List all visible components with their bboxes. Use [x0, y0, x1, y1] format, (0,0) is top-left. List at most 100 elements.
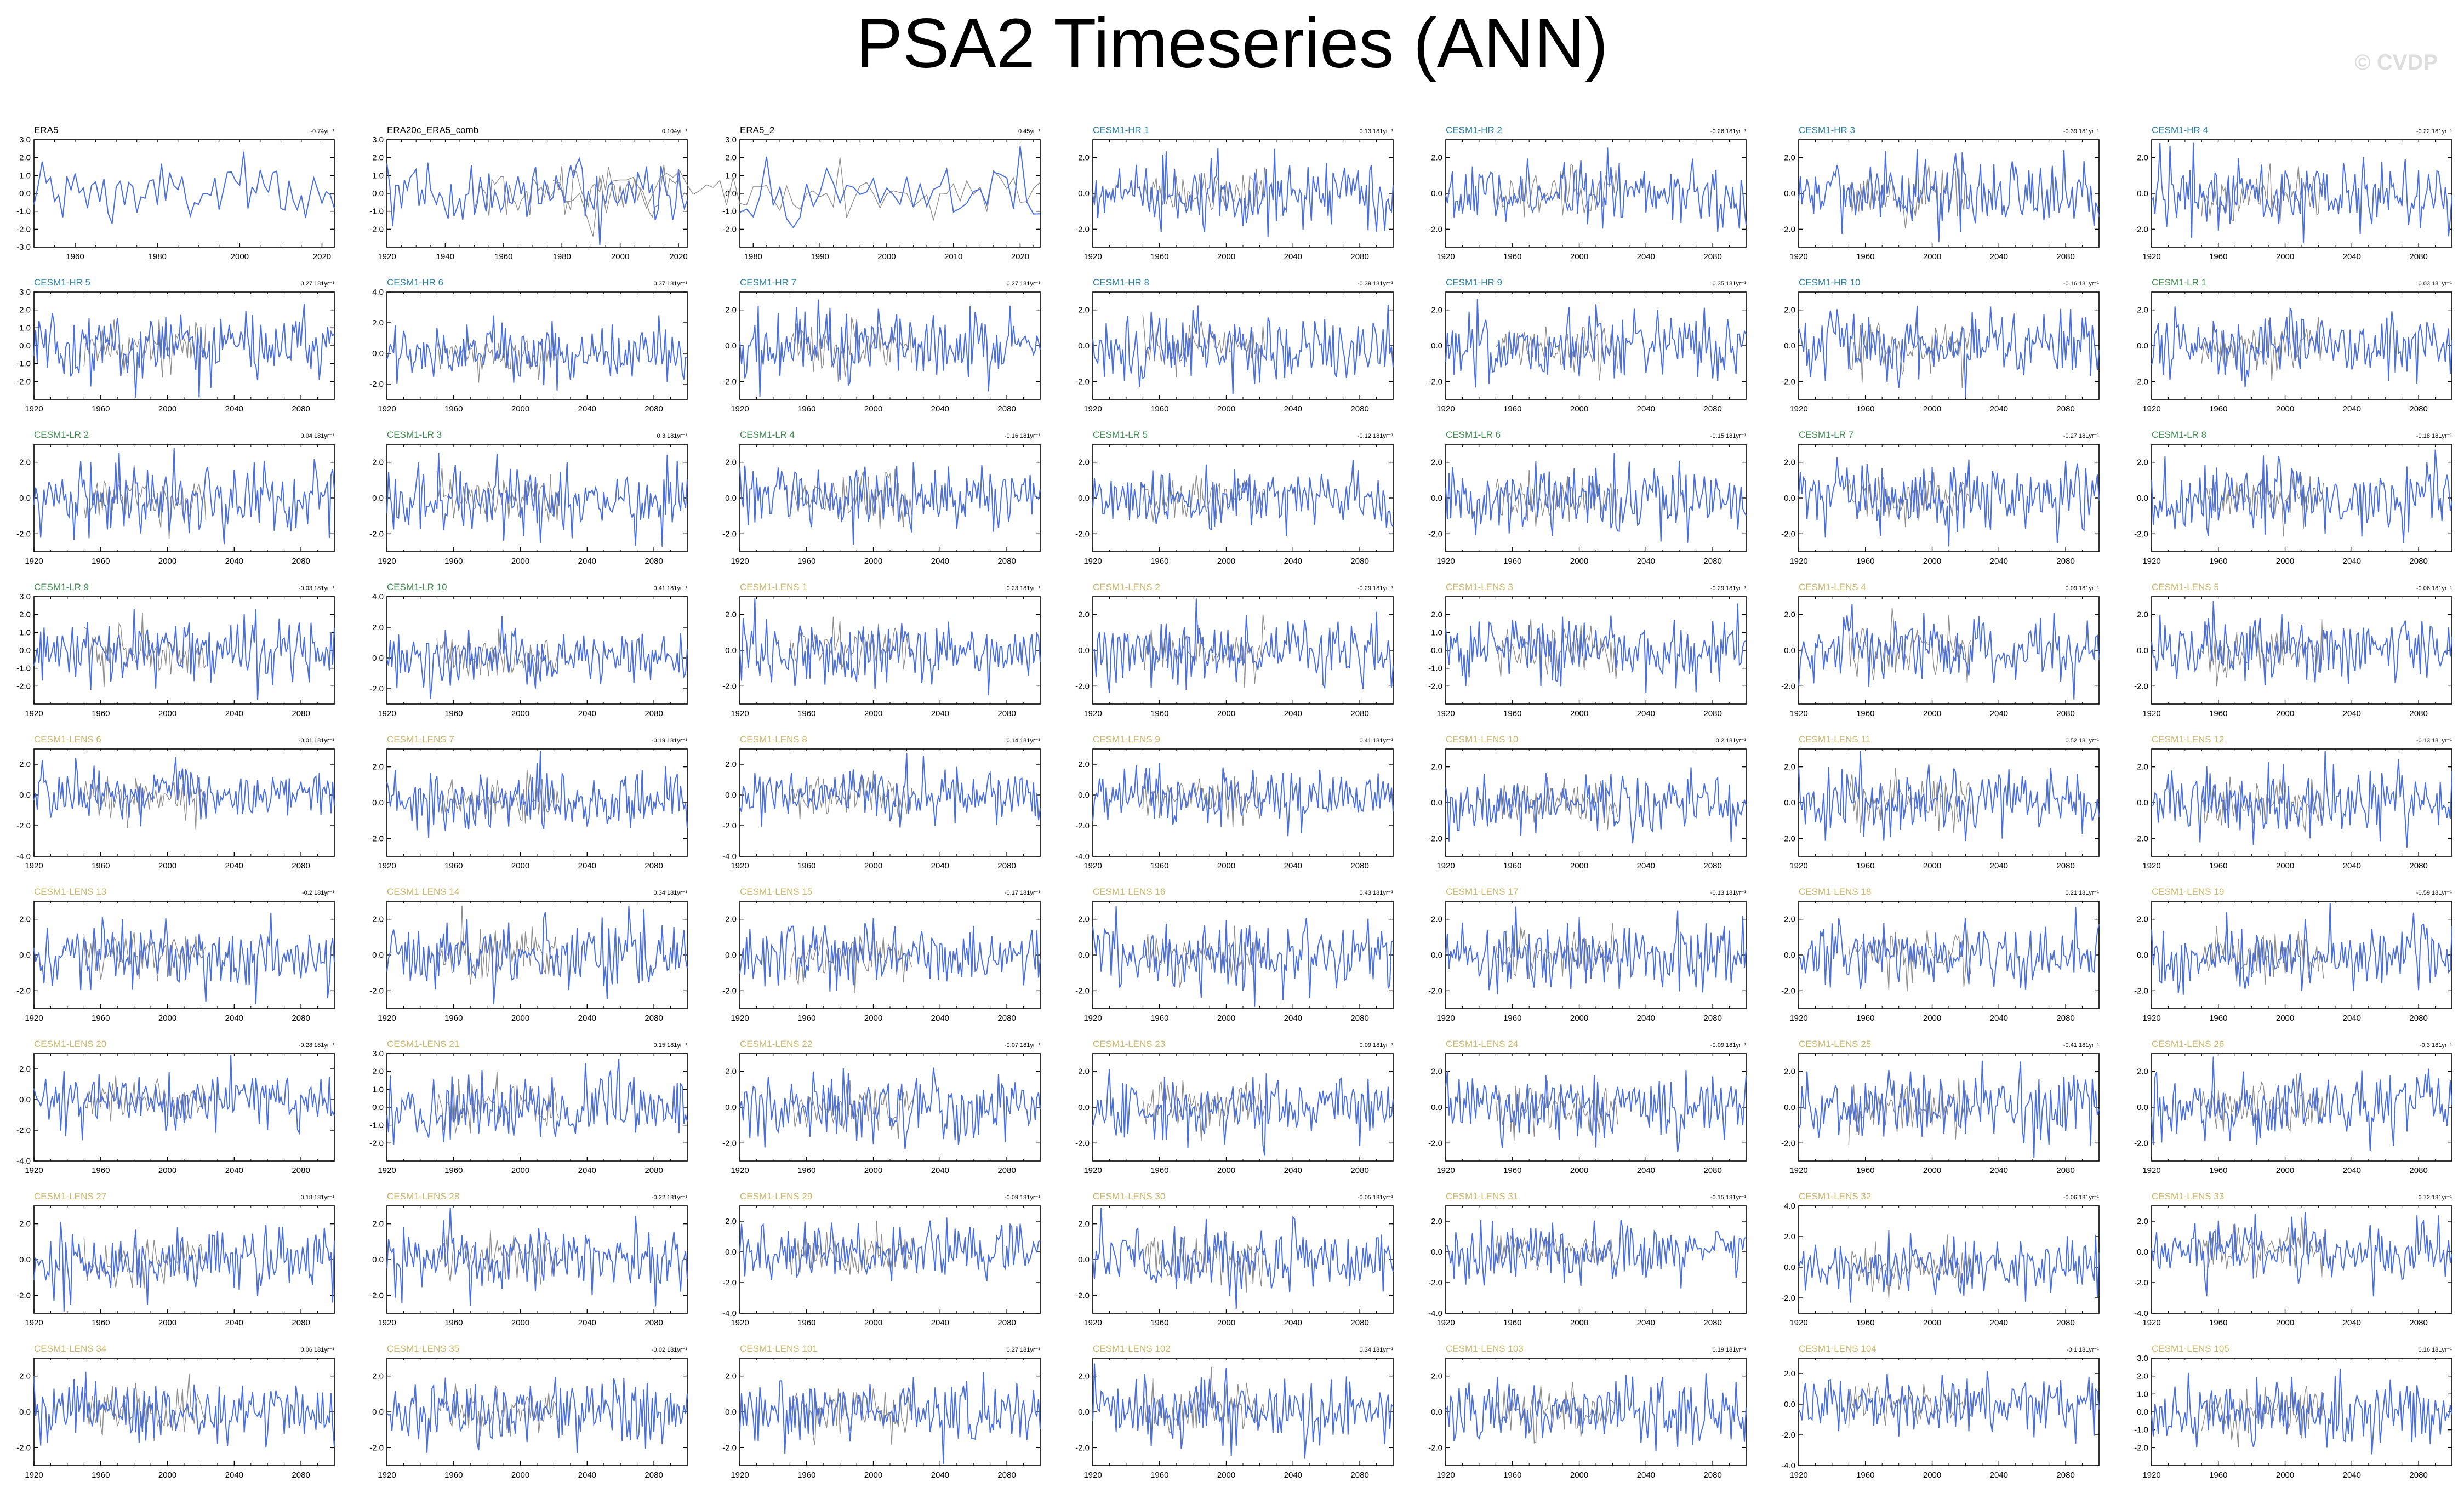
observed-line	[1142, 474, 1265, 523]
panel-37: CESM1-LENS 14 0.34 181yr⁻¹ 2.0 0.0 -2.0 1920 1…	[369, 886, 688, 1023]
x-tick-label: 2040	[225, 1166, 243, 1175]
plot-frame	[1092, 1358, 1394, 1466]
x-tick-label: 2080	[292, 709, 310, 718]
y-tick-label: 0.0	[372, 951, 384, 960]
x-tick-label: 2000	[2276, 1014, 2294, 1023]
x-tick-label: 1940	[436, 252, 454, 261]
x-tick-label: 1960	[1856, 1014, 1874, 1023]
x-tick-label: 2080	[292, 1318, 310, 1328]
x-tick-label: 2000	[1923, 861, 1941, 871]
panel-trend: -0.05 181yr⁻¹	[1358, 1194, 1393, 1201]
x-tick-label: 2040	[931, 557, 949, 566]
panel-trend: 0.3 181yr⁻¹	[657, 433, 688, 439]
series-line	[739, 598, 1041, 696]
x-tick-label: 2040	[2343, 709, 2361, 718]
panel-title: CESM1-LENS 12	[2152, 734, 2224, 745]
panel-title: CESM1-LENS 15	[740, 886, 812, 897]
x-tick-label: 2080	[997, 1014, 1016, 1023]
x-tick-label: 1920	[1436, 557, 1455, 566]
y-tick-label: -2.0	[1781, 834, 1795, 843]
x-tick-label: 2000	[1570, 252, 1588, 261]
x-tick-label: 1920	[2142, 709, 2160, 718]
panel-trend: -0.01 181yr⁻¹	[299, 737, 334, 744]
panel-2: ERA20c_ERA5_comb 0.104yr⁻¹ 3.0 2.0 1.0 0.0 -1.…	[369, 125, 688, 261]
panel-title: CESM1-LR 3	[387, 430, 442, 440]
panel-45: CESM1-LENS 22 -0.07 181yr⁻¹ 2.0 0.0 -2.0 1920…	[722, 1039, 1041, 1175]
y-tick-label: -2.0	[1781, 529, 1795, 539]
x-tick-label: 1960	[1150, 252, 1168, 261]
y-tick-label: -2.0	[722, 377, 737, 386]
x-tick-label: 2080	[292, 1471, 310, 1480]
x-tick-label: 2040	[2343, 404, 2361, 414]
x-tick-label: 1960	[797, 1166, 815, 1175]
series-line	[1445, 906, 1747, 995]
y-tick-label: -2.0	[722, 821, 737, 831]
y-tick-label: 0.0	[19, 341, 31, 351]
x-tick-label: 2080	[644, 557, 663, 566]
panel-title: CESM1-LENS 17	[1446, 886, 1518, 897]
plot-frame	[1445, 1358, 1747, 1466]
x-tick-label: 2080	[1703, 1318, 1721, 1328]
y-tick-label: 0.0	[1431, 1408, 1442, 1417]
panel-trend: 0.21 181yr⁻¹	[2066, 890, 2100, 896]
y-tick-label: 0.0	[19, 791, 31, 800]
x-tick-label: 2000	[2276, 557, 2294, 566]
series-line	[739, 918, 1041, 992]
x-tick-label: 1920	[378, 557, 396, 566]
panel-title: CESM1-LENS 14	[387, 886, 459, 897]
x-tick-label: 1920	[1083, 557, 1102, 566]
y-tick-label: 2.0	[372, 915, 384, 924]
panel-24: CESM1-LENS 1 0.23 181yr⁻¹ 2.0 0.0 -2.0 1920 19…	[722, 582, 1041, 718]
x-tick-label: 1960	[2209, 1014, 2227, 1023]
x-tick-label: 1920	[731, 1014, 749, 1023]
y-tick-label: 2.0	[1078, 1067, 1090, 1077]
panel-title: CESM1-LENS 29	[740, 1191, 812, 1202]
y-tick-label: 2.0	[1784, 1232, 1795, 1241]
y-tick-label: -2.0	[1428, 1443, 1442, 1452]
y-tick-label: 2.0	[1078, 915, 1090, 924]
y-tick-label: 0.0	[1784, 341, 1795, 351]
x-tick-label: 2080	[2409, 252, 2427, 261]
y-tick-label: -1.0	[722, 207, 737, 216]
x-tick-label: 2000	[1923, 557, 1941, 566]
x-tick-label: 1960	[1503, 1471, 1521, 1480]
y-tick-label: 2.0	[19, 306, 31, 315]
panel-3: ERA5_2 0.45yr⁻¹ 3.0 2.0 1.0 0.0 -1.0 -2.0 1980 19…	[552, 125, 1041, 261]
panel-title: CESM1-LR 6	[1446, 430, 1501, 440]
x-tick-label: 1920	[25, 404, 43, 414]
x-tick-label: 1960	[1150, 861, 1168, 871]
panel-title: CESM1-LENS 30	[1093, 1191, 1165, 1202]
panel-trend: 0.23 181yr⁻¹	[1007, 585, 1041, 592]
plot-frame	[1092, 444, 1394, 552]
x-tick-label: 1960	[2209, 1166, 2227, 1175]
x-tick-label: 1920	[2142, 557, 2160, 566]
panel-title: CESM1-LR 10	[387, 582, 447, 592]
x-tick-label: 2040	[1284, 557, 1302, 566]
y-tick-label: 0.0	[725, 1103, 737, 1112]
x-tick-label: 2080	[1350, 1166, 1368, 1175]
y-tick-label: 2.0	[725, 610, 737, 620]
observed-line	[1848, 1078, 1971, 1145]
y-tick-label: -1.0	[16, 359, 31, 369]
series-line	[1445, 603, 1747, 694]
y-tick-label: 2.0	[1431, 1372, 1442, 1381]
observed-line	[83, 932, 207, 982]
y-tick-label: 3.0	[19, 288, 31, 297]
x-tick-label: 2000	[2276, 709, 2294, 718]
x-tick-label: 1920	[1436, 1471, 1455, 1480]
panel-63: CESM1-LENS 105 0.16 181yr⁻¹ 3.0 2.0 1.0 0.0 -1…	[2134, 1343, 2452, 1480]
x-tick-label: 1960	[1856, 709, 1874, 718]
y-tick-label: 2.0	[1784, 1067, 1795, 1077]
panel-title: CESM1-LENS 2	[1093, 582, 1160, 592]
panel-title: CESM1-LR 4	[740, 430, 795, 440]
x-tick-label: 2020	[313, 252, 331, 261]
panel-title: CESM1-HR 7	[740, 277, 796, 288]
x-tick-label: 2040	[1990, 861, 2008, 871]
series-line	[1798, 149, 2100, 242]
observed-line	[436, 1230, 560, 1285]
x-tick-label: 1960	[444, 1014, 463, 1023]
panel-43: CESM1-LENS 20 -0.28 181yr⁻¹ 2.0 0.0 -2.0 -4.0…	[16, 1039, 335, 1175]
y-tick-label: -2.0	[369, 529, 384, 539]
y-tick-label: -1.0	[1428, 664, 1442, 673]
y-tick-label: 2.0	[1784, 153, 1795, 163]
